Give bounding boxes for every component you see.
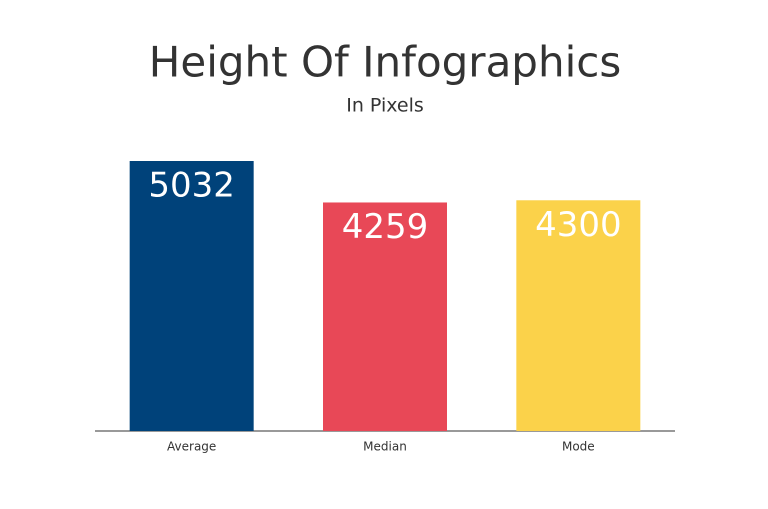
value-label: 5032	[148, 166, 235, 206]
bar	[323, 202, 447, 431]
value-label: 4300	[535, 205, 622, 245]
chart-title: Height Of Infographics	[149, 38, 621, 87]
x-tick-label: Mode	[562, 440, 595, 454]
x-tick-label: Median	[363, 440, 407, 454]
value-label: 4259	[342, 207, 429, 247]
bar	[516, 200, 641, 431]
x-tick-label: Average	[167, 440, 216, 454]
bar	[129, 161, 254, 431]
chart-subtitle: In Pixels	[346, 95, 424, 117]
